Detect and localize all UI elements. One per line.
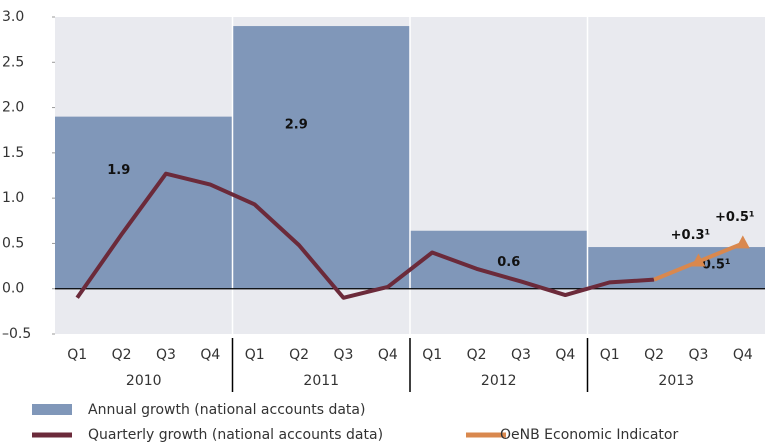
y-tick-label: –0.5 (2, 326, 31, 342)
y-tick-label: 2.5 (2, 54, 24, 70)
bar-label: 1.9 (107, 163, 130, 178)
bar-label: 0.6 (497, 255, 520, 270)
x-tick-label: Q3 (333, 347, 353, 363)
y-tick-label: 0.5 (2, 235, 24, 251)
x-tick-label: Q4 (555, 347, 575, 363)
legend-label: Quarterly growth (national accounts data… (88, 427, 383, 443)
bar (232, 26, 410, 289)
y-tick-label: 0.0 (2, 281, 24, 297)
year-label: 2012 (481, 373, 517, 389)
x-tick-label: Q3 (156, 347, 176, 363)
marker (735, 235, 750, 249)
x-tick-label: Q2 (289, 347, 309, 363)
x-tick-label: Q4 (200, 347, 220, 363)
year-label: 2010 (126, 373, 162, 389)
bar-label: 2.9 (285, 118, 308, 133)
x-tick-label: Q3 (688, 347, 708, 363)
x-tick-label: Q1 (245, 347, 265, 363)
bar-label: 0.5¹ (702, 258, 731, 273)
x-tick-label: Q1 (422, 347, 442, 363)
y-tick-label: 3.0 (2, 9, 24, 25)
x-tick-label: Q1 (67, 347, 87, 363)
y-tick-label: 1.0 (2, 190, 24, 206)
year-label: 2011 (303, 373, 339, 389)
marker (691, 253, 706, 267)
legend-label: OeNB Economic Indicator (500, 427, 678, 443)
legend-swatch (32, 404, 72, 415)
line-label: +0.3¹ (671, 228, 711, 243)
y-tick-label: 1.5 (2, 145, 24, 161)
x-tick-label: Q2 (644, 347, 664, 363)
line-label: +0.5¹ (715, 210, 755, 225)
x-tick-label: Q4 (378, 347, 398, 363)
x-tick-label: Q1 (600, 347, 620, 363)
bar (410, 230, 588, 289)
legend-label: Annual growth (national accounts data) (88, 402, 365, 418)
y-tick-label: 2.0 (2, 100, 24, 116)
x-tick-label: Q2 (467, 347, 487, 363)
year-label: 2013 (658, 373, 694, 389)
x-tick-label: Q3 (511, 347, 531, 363)
line (75, 171, 655, 300)
x-tick-label: Q2 (112, 347, 132, 363)
x-tick-label: Q4 (733, 347, 753, 363)
